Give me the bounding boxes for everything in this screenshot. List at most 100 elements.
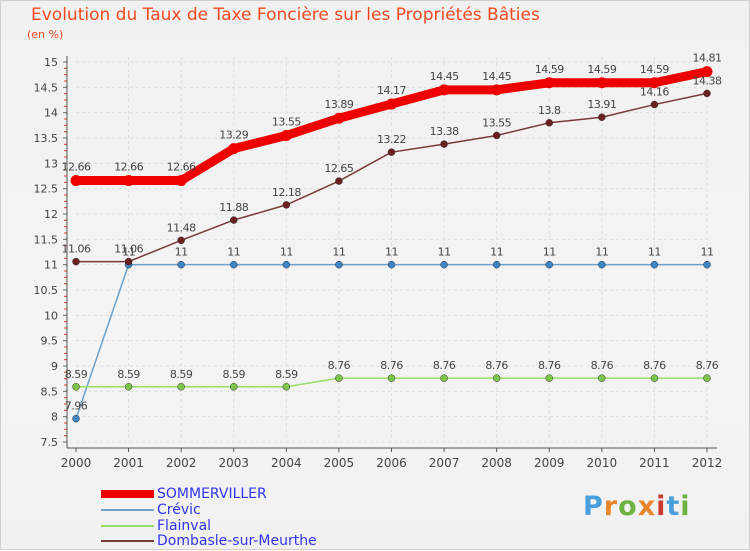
data-point-flainval <box>72 383 80 391</box>
proxiti-logo: Proxiti <box>583 491 691 522</box>
data-label-crevic: 11 <box>227 246 240 259</box>
data-point-sommerviller <box>280 129 292 141</box>
data-label-flainval: 8.59 <box>65 368 88 381</box>
y-tick-label: 8.5 <box>41 385 59 398</box>
data-point-crevic <box>335 260 343 269</box>
y-tick-label: 11.5 <box>34 233 59 246</box>
chart-title: Evolution du Taux de Taxe Foncière sur l… <box>31 5 540 25</box>
data-point-crevic <box>177 260 185 269</box>
data-point-sommerviller <box>596 77 608 89</box>
y-tick-label: 15 <box>44 56 58 69</box>
data-label-flainval: 8.76 <box>328 359 351 372</box>
logo-letter: i <box>680 491 691 522</box>
data-label-crevic: 11 <box>438 246 451 259</box>
legend-swatch-flainval <box>101 524 154 527</box>
data-point-crevic <box>72 414 80 423</box>
data-label-dombasle: 14.38 <box>693 74 722 87</box>
data-point-crevic <box>703 260 711 269</box>
data-point-crevic <box>598 260 606 269</box>
data-label-flainval: 8.76 <box>591 359 614 372</box>
data-label-sommerviller: 14.17 <box>377 84 406 97</box>
y-tick-label: 14.5 <box>34 81 59 94</box>
data-label-flainval: 8.76 <box>696 359 719 372</box>
data-label-crevic: 11 <box>490 246 503 259</box>
y-tick-label: 12.5 <box>34 183 59 196</box>
logo-letter: x <box>637 491 657 522</box>
data-label-sommerviller: 13.29 <box>219 129 248 142</box>
data-label-sommerviller: 12.66 <box>62 161 91 174</box>
data-label-sommerviller: 14.59 <box>640 63 669 76</box>
data-point-flainval <box>650 374 659 382</box>
data-label-flainval: 8.59 <box>170 368 193 381</box>
data-label-sommerviller: 13.55 <box>272 115 301 128</box>
data-point-flainval <box>598 374 606 382</box>
data-label-dombasle: 12.65 <box>324 162 353 175</box>
data-point-crevic <box>545 260 553 269</box>
y-tick-label: 9 <box>51 360 58 373</box>
data-point-sommerviller <box>228 143 240 155</box>
logo-letter: t <box>666 491 681 522</box>
data-label-dombasle: 11.88 <box>219 201 248 214</box>
data-label-dombasle: 12.18 <box>272 186 301 199</box>
data-label-dombasle: 13.91 <box>587 98 616 111</box>
x-tick-label: 2010 <box>587 456 618 470</box>
legend-swatch-sommerviller <box>101 489 154 498</box>
data-label-crevic: 11 <box>543 246 556 259</box>
data-label-flainval: 8.59 <box>275 368 298 381</box>
data-point-flainval <box>703 374 711 382</box>
data-point-crevic <box>387 260 396 269</box>
data-label-sommerviller: 14.59 <box>535 63 564 76</box>
data-point-dombasle <box>440 140 448 148</box>
data-label-layer: 7.96 11 11 11 11 11 11 11 11 11 11 11 11 8.59 8.59 8.59… <box>62 52 723 413</box>
data-point-dombasle <box>230 216 238 224</box>
data-label-flainval: 8.59 <box>223 368 246 381</box>
data-point-dombasle <box>703 89 711 98</box>
legend-item-flainval: Flainval <box>101 517 211 534</box>
axis-layer: 7.588.599.51010.51111.51212.51313.51414.… <box>34 56 722 470</box>
data-point-sommerviller <box>333 112 345 124</box>
unit-label: (en %) <box>27 28 64 41</box>
data-label-dombasle: 13.8 <box>538 104 561 117</box>
data-point-dombasle <box>177 236 185 245</box>
legend-item-dombasle: Dombasle-sur-Meurthe <box>101 532 317 549</box>
data-label-sommerviller: 12.66 <box>114 161 143 174</box>
y-tick-label: 13.5 <box>34 132 59 145</box>
data-point-dombasle <box>598 113 606 121</box>
data-point-flainval <box>230 383 238 391</box>
data-label-dombasle: 11.48 <box>167 221 196 234</box>
data-point-dombasle <box>545 119 553 127</box>
data-point-flainval <box>335 374 343 382</box>
data-point-sommerviller <box>386 98 397 110</box>
x-tick-label: 2001 <box>113 456 144 470</box>
data-label-sommerviller: 14.45 <box>430 70 459 83</box>
data-point-flainval <box>492 374 501 382</box>
y-tick-label: 14 <box>44 107 58 120</box>
data-label-crevic: 11 <box>332 246 345 259</box>
x-tick-label: 2002 <box>166 456 197 470</box>
data-label-flainval: 8.59 <box>117 368 140 381</box>
legend-item-sommerviller: SOMMERVILLER <box>101 485 267 502</box>
data-point-crevic <box>440 260 448 269</box>
data-label-crevic: 11 <box>280 246 293 259</box>
data-label-dombasle: 13.38 <box>430 125 459 138</box>
data-point-sommerviller <box>491 84 503 96</box>
data-point-sommerviller <box>175 175 187 187</box>
data-label-crevic: 7.96 <box>65 400 88 413</box>
data-point-sommerviller <box>648 77 660 89</box>
data-point-flainval <box>177 383 185 391</box>
x-tick-label: 2007 <box>429 456 460 470</box>
legend-item-crevic: Crévic <box>101 501 201 518</box>
data-point-flainval <box>387 374 396 382</box>
y-tick-label: 9.5 <box>41 335 59 348</box>
logo-letter: o <box>618 491 638 522</box>
data-label-dombasle: 11.06 <box>62 243 91 256</box>
data-label-sommerviller: 14.59 <box>587 63 616 76</box>
data-label-dombasle: 13.55 <box>482 116 511 129</box>
data-point-sommerviller <box>543 77 555 89</box>
data-label-flainval: 8.76 <box>433 359 456 372</box>
data-label-flainval: 8.76 <box>643 359 666 372</box>
data-label-crevic: 11 <box>175 246 188 259</box>
x-tick-label: 2003 <box>218 456 249 470</box>
data-label-crevic: 11 <box>385 246 398 259</box>
